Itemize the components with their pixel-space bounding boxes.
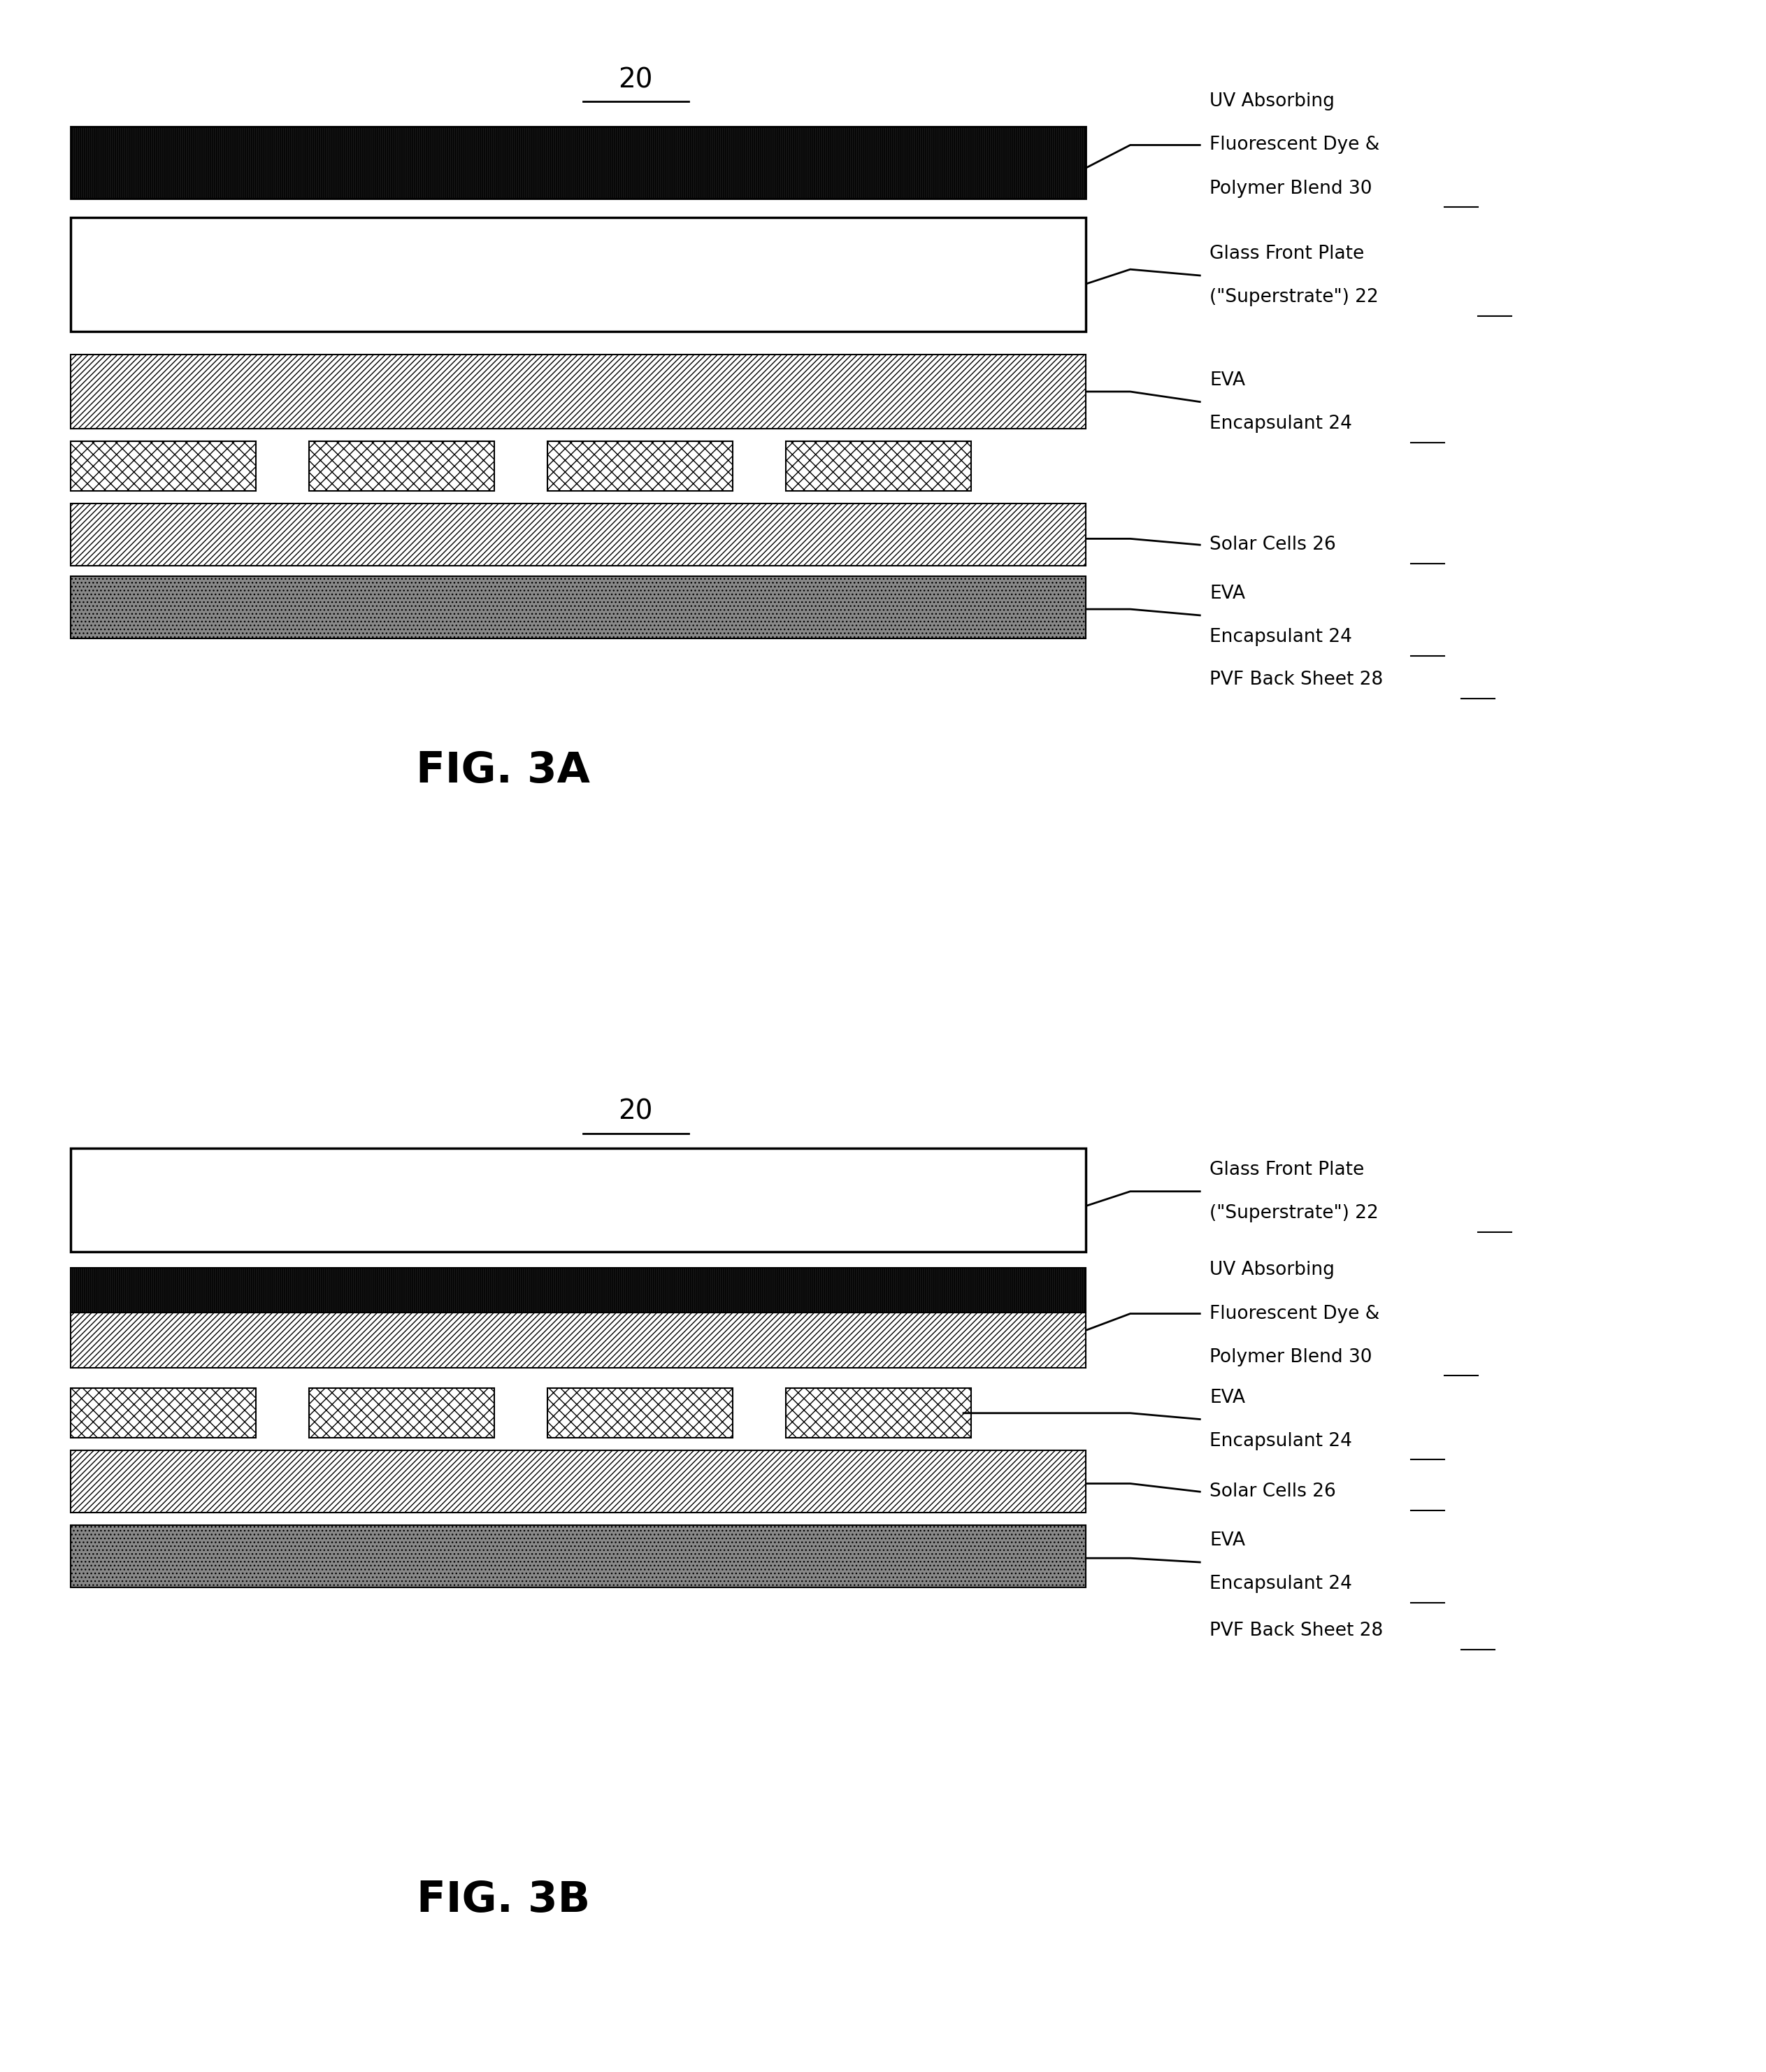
Text: Glass Front Plate: Glass Front Plate [1210,1160,1365,1179]
Text: Encapsulant 24: Encapsulant 24 [1210,414,1353,433]
Bar [547,1388,733,1438]
Bar [309,1388,494,1438]
Bar [71,1525,1086,1587]
Text: FIG. 3A: FIG. 3A [417,750,590,792]
Text: Encapsulant 24: Encapsulant 24 [1210,628,1353,646]
Bar [786,441,971,491]
Text: EVA: EVA [1210,1388,1245,1407]
Bar [71,503,1086,566]
Bar [786,1388,971,1438]
Bar [309,441,494,491]
Text: 20: 20 [618,66,653,93]
Text: PVF Back Sheet 28: PVF Back Sheet 28 [1210,671,1383,688]
Bar [71,1268,1086,1314]
Bar [71,1388,256,1438]
Text: ("Superstrate") 22: ("Superstrate") 22 [1210,1204,1379,1222]
Text: ("Superstrate") 22: ("Superstrate") 22 [1210,288,1379,307]
Bar [71,1450,1086,1513]
Text: Encapsulant 24: Encapsulant 24 [1210,1575,1353,1593]
Text: Fluorescent Dye &: Fluorescent Dye & [1210,1305,1379,1322]
Text: Glass Front Plate: Glass Front Plate [1210,244,1365,263]
Text: Encapsulant 24: Encapsulant 24 [1210,1432,1353,1450]
Bar [71,441,256,491]
Text: Solar Cells 26: Solar Cells 26 [1210,1484,1337,1500]
Bar [71,1314,1086,1368]
Bar [71,218,1086,332]
Text: PVF Back Sheet 28: PVF Back Sheet 28 [1210,1622,1383,1639]
Bar [71,1148,1086,1251]
Bar [71,576,1086,638]
Text: Fluorescent Dye &: Fluorescent Dye & [1210,137,1379,153]
Text: Polymer Blend 30: Polymer Blend 30 [1210,1349,1372,1365]
Text: UV Absorbing: UV Absorbing [1210,1262,1335,1278]
Text: EVA: EVA [1210,1531,1245,1550]
Text: Polymer Blend 30: Polymer Blend 30 [1210,180,1372,197]
Bar [71,126,1086,199]
Text: EVA: EVA [1210,371,1245,390]
Text: EVA: EVA [1210,584,1245,603]
Bar [71,354,1086,429]
Text: UV Absorbing: UV Absorbing [1210,93,1335,110]
Bar [547,441,733,491]
Bar [71,126,1086,199]
Text: Solar Cells 26: Solar Cells 26 [1210,537,1337,553]
Text: FIG. 3B: FIG. 3B [417,1879,590,1921]
Text: 20: 20 [618,1098,653,1125]
